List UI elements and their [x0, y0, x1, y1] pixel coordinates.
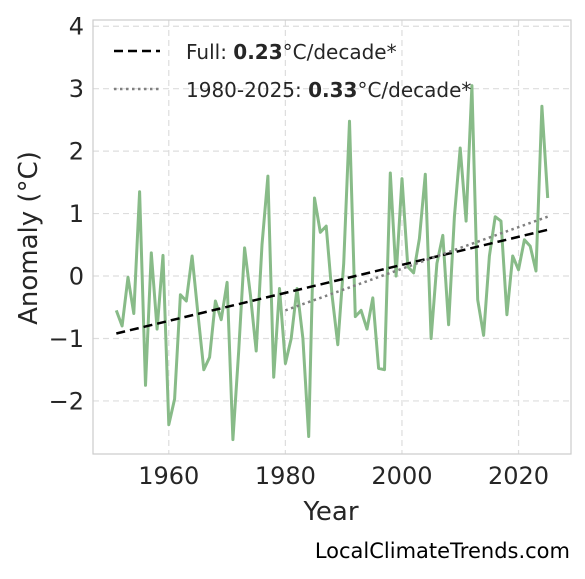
y-tick-label: 3: [69, 75, 84, 103]
x-axis-title: Year: [302, 497, 358, 527]
y-tick-label: −1: [49, 325, 84, 353]
x-tick-label: 1980: [255, 462, 316, 490]
legend-full-label: Full: 0.23°C/decade*: [186, 40, 397, 64]
legend-recent-value: 0.33: [308, 78, 357, 102]
y-tick-labels: 4 3 2 1 0 −1 −2: [49, 13, 84, 416]
legend-recent-suffix: °C/decade*: [357, 78, 471, 102]
legend-full-suffix: °C/decade*: [283, 40, 397, 64]
legend-recent-label: 1980-2025: 0.33°C/decade*: [186, 78, 471, 102]
legend-full-value: 0.23: [233, 40, 282, 64]
y-axis-title: Anomaly (°C): [14, 151, 44, 325]
x-tick-label: 2000: [371, 462, 432, 490]
legend-recent-prefix: 1980-2025:: [186, 78, 308, 102]
recent-trend-line: [284, 215, 549, 312]
y-tick-label: 0: [69, 263, 84, 291]
watermark: LocalClimateTrends.com: [315, 539, 570, 563]
y-tick-label: 2: [69, 138, 84, 166]
x-tick-labels: 1960 1980 2000 2020: [138, 462, 549, 490]
y-tick-label: 1: [69, 200, 84, 228]
y-tick-label: 4: [69, 13, 84, 41]
trend-layer: [116, 215, 549, 335]
full-trend-line: [116, 228, 548, 335]
legend: Full: 0.23°C/decade* 1980-2025: 0.33°C/d…: [114, 40, 471, 102]
legend-full-prefix: Full:: [186, 40, 233, 64]
x-tick-label: 2020: [488, 462, 549, 490]
y-tick-label: −2: [49, 387, 84, 415]
plot-frame: [92, 19, 572, 455]
x-tick-label: 1960: [138, 462, 199, 490]
